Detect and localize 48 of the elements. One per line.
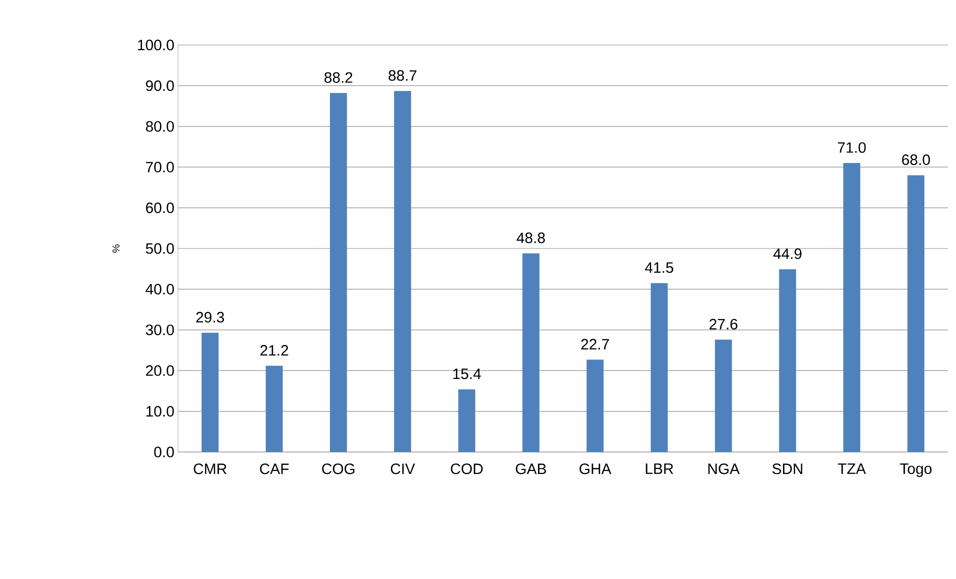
bar	[202, 332, 219, 452]
x-tick-label: TZA	[838, 464, 866, 474]
y-tick-label: 30.0	[146, 324, 174, 336]
data-label: 41.5	[645, 262, 674, 273]
bar	[522, 253, 540, 452]
bar	[394, 90, 412, 452]
bar	[843, 163, 860, 452]
data-label: 88.7	[388, 70, 416, 81]
bar	[330, 93, 347, 452]
bar	[779, 269, 796, 452]
x-tick-label: NGA	[708, 464, 740, 474]
y-tick-label: 70.0	[146, 162, 174, 172]
x-tick-label: GAB	[516, 464, 546, 474]
y-tick-label: 0.0	[154, 446, 174, 458]
data-label: 22.7	[581, 338, 609, 350]
x-tick-label: COD	[450, 464, 483, 474]
y-tick-label: 80.0	[146, 121, 174, 132]
y-axis-title: %	[112, 244, 120, 253]
y-tick-label: 10.0	[146, 406, 174, 417]
data-label: 71.0	[838, 142, 866, 153]
y-tick-label: 60.0	[146, 202, 174, 214]
bar	[907, 175, 924, 452]
x-tick-label: SDN	[772, 464, 802, 474]
y-tick-label: 20.0	[146, 365, 174, 376]
x-tick-label: LBR	[646, 464, 674, 474]
bar	[714, 340, 732, 452]
y-tick-label: 90.0	[146, 80, 174, 91]
x-tick-label: CAF	[260, 464, 289, 474]
data-label: 21.2	[260, 345, 288, 356]
y-tick-label: 100.0	[138, 40, 174, 50]
x-tick-label: CIV	[390, 464, 416, 474]
data-label: 15.4	[453, 368, 481, 380]
data-label: 68.0	[902, 154, 930, 166]
data-label: 27.6	[710, 318, 738, 330]
bar	[650, 283, 668, 452]
data-label: 88.2	[324, 72, 352, 83]
x-tick-label: Togo	[900, 464, 932, 477]
data-label: 44.9	[773, 248, 802, 260]
bar	[586, 360, 604, 452]
x-tick-label: GHA	[580, 464, 612, 474]
y-tick-label: 50.0	[146, 243, 174, 254]
bar	[266, 366, 283, 452]
y-tick-label: 40.0	[146, 284, 174, 295]
data-label: 29.3	[196, 312, 224, 323]
bar	[458, 389, 476, 452]
data-label: 48.8	[516, 232, 545, 244]
x-tick-label: COG	[322, 464, 354, 474]
x-tick-label: CMR	[194, 464, 226, 474]
